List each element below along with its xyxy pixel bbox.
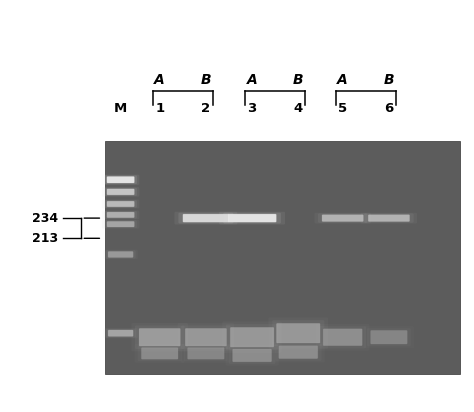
FancyBboxPatch shape — [364, 213, 414, 223]
Text: A: A — [155, 73, 165, 87]
FancyBboxPatch shape — [228, 214, 277, 222]
FancyBboxPatch shape — [102, 220, 139, 229]
Text: A: A — [337, 73, 348, 87]
FancyBboxPatch shape — [371, 330, 407, 344]
FancyBboxPatch shape — [104, 176, 137, 184]
FancyBboxPatch shape — [108, 330, 134, 337]
FancyBboxPatch shape — [107, 221, 135, 227]
FancyBboxPatch shape — [230, 327, 274, 347]
Text: B: B — [383, 73, 394, 87]
Text: 1: 1 — [155, 102, 164, 115]
FancyBboxPatch shape — [139, 328, 181, 346]
FancyBboxPatch shape — [104, 211, 137, 219]
FancyBboxPatch shape — [183, 214, 229, 222]
Text: 3: 3 — [247, 102, 257, 115]
FancyBboxPatch shape — [108, 251, 133, 258]
FancyBboxPatch shape — [107, 176, 135, 183]
FancyBboxPatch shape — [138, 346, 182, 361]
FancyBboxPatch shape — [107, 201, 134, 207]
Text: 2: 2 — [201, 102, 210, 115]
FancyBboxPatch shape — [187, 347, 225, 360]
Text: 6: 6 — [384, 102, 393, 115]
FancyBboxPatch shape — [178, 213, 233, 224]
FancyBboxPatch shape — [107, 188, 135, 195]
FancyBboxPatch shape — [107, 201, 135, 207]
FancyBboxPatch shape — [107, 189, 134, 195]
FancyBboxPatch shape — [322, 215, 364, 222]
FancyBboxPatch shape — [141, 347, 178, 359]
FancyBboxPatch shape — [226, 324, 278, 350]
FancyBboxPatch shape — [106, 329, 136, 337]
FancyBboxPatch shape — [219, 212, 285, 225]
FancyBboxPatch shape — [135, 325, 184, 349]
FancyBboxPatch shape — [278, 345, 318, 359]
FancyBboxPatch shape — [141, 347, 179, 360]
FancyBboxPatch shape — [370, 330, 408, 344]
Text: 4: 4 — [294, 102, 303, 115]
FancyBboxPatch shape — [174, 212, 237, 225]
FancyBboxPatch shape — [321, 214, 364, 222]
FancyBboxPatch shape — [182, 214, 229, 222]
FancyBboxPatch shape — [319, 326, 366, 349]
FancyBboxPatch shape — [279, 346, 318, 358]
FancyBboxPatch shape — [367, 328, 411, 346]
FancyBboxPatch shape — [185, 328, 227, 346]
FancyBboxPatch shape — [104, 200, 137, 208]
FancyBboxPatch shape — [102, 187, 139, 197]
FancyBboxPatch shape — [185, 328, 227, 346]
FancyBboxPatch shape — [108, 330, 133, 337]
FancyBboxPatch shape — [107, 221, 134, 227]
FancyBboxPatch shape — [107, 212, 134, 218]
Text: A: A — [246, 73, 257, 87]
FancyBboxPatch shape — [184, 346, 228, 361]
Text: M: M — [114, 102, 127, 115]
Text: 234: 234 — [32, 212, 58, 225]
FancyBboxPatch shape — [103, 328, 138, 338]
FancyBboxPatch shape — [138, 328, 181, 346]
Text: 213: 213 — [32, 232, 58, 245]
FancyBboxPatch shape — [368, 214, 410, 222]
FancyBboxPatch shape — [233, 349, 272, 362]
FancyBboxPatch shape — [102, 175, 139, 185]
FancyBboxPatch shape — [368, 215, 410, 222]
FancyBboxPatch shape — [323, 328, 363, 346]
Text: 5: 5 — [338, 102, 347, 115]
Text: B: B — [293, 73, 303, 87]
FancyBboxPatch shape — [108, 251, 134, 258]
FancyBboxPatch shape — [230, 327, 274, 347]
FancyBboxPatch shape — [181, 325, 230, 349]
FancyBboxPatch shape — [103, 250, 138, 259]
FancyBboxPatch shape — [229, 347, 275, 364]
FancyBboxPatch shape — [272, 320, 324, 346]
Text: B: B — [201, 73, 211, 87]
FancyBboxPatch shape — [314, 213, 371, 224]
FancyBboxPatch shape — [323, 329, 362, 346]
FancyBboxPatch shape — [107, 176, 134, 183]
FancyBboxPatch shape — [276, 323, 320, 343]
FancyBboxPatch shape — [275, 344, 321, 361]
FancyBboxPatch shape — [318, 213, 367, 223]
FancyBboxPatch shape — [232, 349, 272, 362]
FancyBboxPatch shape — [223, 213, 281, 224]
FancyBboxPatch shape — [276, 323, 320, 344]
FancyBboxPatch shape — [102, 199, 139, 208]
FancyBboxPatch shape — [106, 250, 136, 259]
FancyBboxPatch shape — [228, 214, 276, 222]
FancyBboxPatch shape — [188, 347, 224, 359]
FancyBboxPatch shape — [107, 212, 135, 218]
FancyBboxPatch shape — [361, 213, 417, 224]
FancyBboxPatch shape — [104, 188, 137, 196]
FancyBboxPatch shape — [102, 211, 139, 219]
Bar — [105, 141, 460, 374]
FancyBboxPatch shape — [104, 220, 137, 228]
